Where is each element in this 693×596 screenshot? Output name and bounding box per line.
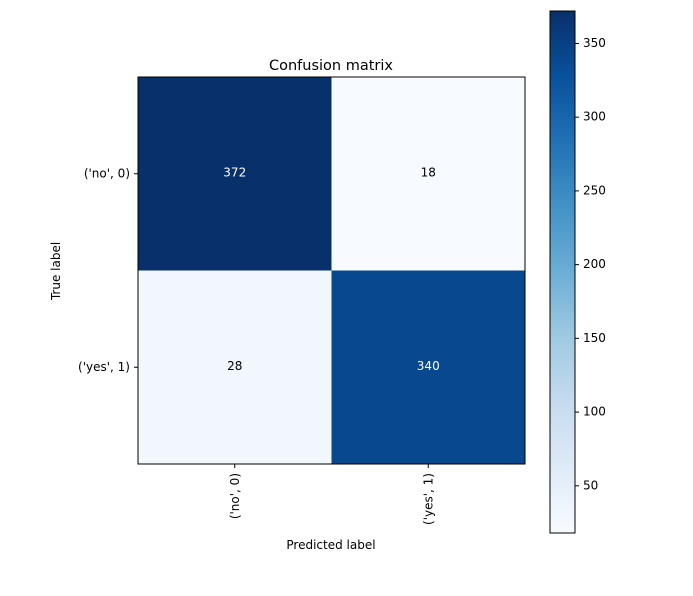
cell-value-labels: 372 18 28 340 xyxy=(223,165,439,373)
colorbar-tick-label: 50 xyxy=(583,478,598,492)
colorbar xyxy=(549,10,576,534)
colorbar-tick-label: 250 xyxy=(583,183,606,197)
colorbar-tick-label: 100 xyxy=(583,405,606,419)
x-tick-label: ('yes', 1) xyxy=(421,473,435,525)
y-tick-label: ('yes', 1) xyxy=(78,360,130,374)
x-axis-ticks: ('no', 0) ('yes', 1) xyxy=(228,464,435,525)
cell-value-label: 18 xyxy=(421,165,436,179)
plot-frame xyxy=(137,76,526,465)
heatmap-cell xyxy=(331,77,525,271)
colorbar-tick-label: 350 xyxy=(583,36,606,50)
colorbar-tick-label: 300 xyxy=(583,110,606,124)
heatmap-cell xyxy=(138,270,332,464)
heatmap-cell xyxy=(138,77,332,271)
y-tick-label: ('no', 0) xyxy=(84,166,130,180)
heatmap-cells xyxy=(138,77,525,464)
y-axis-label: True label xyxy=(49,242,63,301)
colorbar-tick-label: 200 xyxy=(583,257,606,271)
cell-value-label: 340 xyxy=(417,359,440,373)
cell-value-label: 372 xyxy=(223,165,246,179)
cell-value-label: 28 xyxy=(227,359,242,373)
x-tick-label: ('no', 0) xyxy=(228,473,242,519)
heatmap-cell xyxy=(331,270,525,464)
colorbar-ticks: 50 100 150 200 250 300 350 xyxy=(575,36,606,492)
chart-title: Confusion matrix xyxy=(269,58,393,74)
colorbar-tick-label: 150 xyxy=(583,331,606,345)
y-axis-ticks: ('no', 0) ('yes', 1) xyxy=(78,166,138,374)
x-axis-label: Predicted label xyxy=(286,538,375,552)
